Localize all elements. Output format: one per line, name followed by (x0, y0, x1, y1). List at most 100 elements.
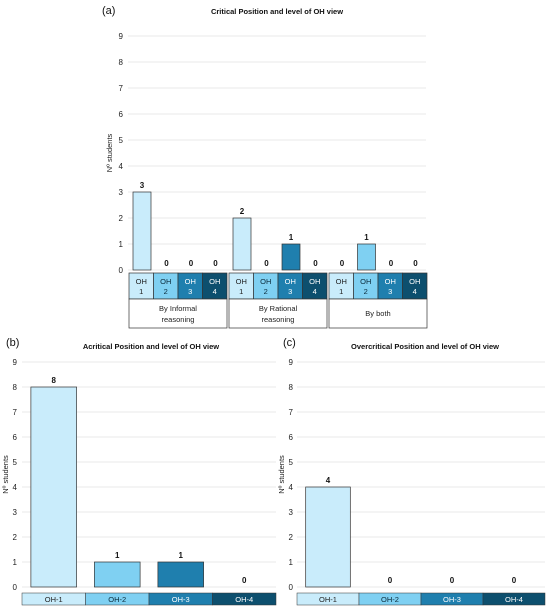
x-tick-label-line: 4 (413, 287, 417, 296)
y-tick-label: 7 (13, 408, 18, 417)
category-cell (153, 272, 179, 300)
data-label: 1 (179, 551, 184, 560)
data-label: 0 (264, 259, 269, 268)
data-label: 1 (115, 551, 120, 560)
group-label-box (228, 298, 328, 329)
y-tick-label: 0 (119, 266, 124, 275)
chart-b: 0 1 2 3 4 5 6 7 8 9 Nº students (b) Acritical Positi… (1, 337, 277, 606)
x-tick-label: OH 1 (336, 277, 347, 296)
x-tick-label-line: OH (236, 277, 247, 286)
category-cell (353, 272, 379, 300)
y-tick-label: 6 (289, 433, 294, 442)
y-axis-label: Nº students (277, 455, 286, 494)
x-tick-label: OH 2 (160, 277, 171, 296)
y-tick-label: 1 (289, 558, 294, 567)
y-tick-label: 3 (289, 508, 294, 517)
bar (157, 561, 204, 588)
x-tick-label: OH 3 (285, 277, 296, 296)
data-label: 0 (388, 576, 393, 585)
x-tick-label-line: OH (360, 277, 371, 286)
category-cell (228, 272, 254, 300)
x-tick-label: OH-3 (172, 595, 190, 604)
panel-letter: (b) (6, 337, 19, 349)
x-tick-label: OH-2 (108, 595, 126, 604)
x-tick-label-line: 4 (313, 287, 317, 296)
category-cell (302, 272, 328, 300)
y-tick-label: 4 (13, 483, 18, 492)
category-cell (277, 272, 303, 300)
panel-letter: (a) (102, 5, 115, 17)
y-tick-label: 5 (119, 136, 124, 145)
x-tick-label-line: 3 (288, 287, 292, 296)
x-tick-label-line: OH (336, 277, 347, 286)
data-label: 0 (164, 259, 169, 268)
bar (357, 243, 376, 271)
x-tick-label-line: OH (309, 277, 320, 286)
bar (94, 561, 141, 588)
x-tick-label-line: OH (185, 277, 196, 286)
data-label: 8 (52, 376, 57, 385)
x-tick-label: OH 3 (385, 277, 396, 296)
category-cell (377, 272, 403, 300)
x-tick-label: OH-3 (443, 595, 461, 604)
x-tick-label: OH 1 (236, 277, 247, 296)
group-label-line: By both (365, 309, 390, 318)
x-tick-label: OH 1 (136, 277, 147, 296)
chart-title: Overcritical Position and level of OH vi… (351, 342, 499, 351)
x-tick-label-line: OH (260, 277, 271, 286)
y-tick-label: 5 (289, 458, 294, 467)
data-label: 0 (213, 259, 218, 268)
data-label: 1 (364, 233, 369, 242)
x-tick-label-line: 3 (388, 287, 392, 296)
y-tick-label: 9 (119, 32, 124, 41)
x-tick-label: OH 4 (309, 277, 320, 296)
x-tick-label: OH 4 (409, 277, 420, 296)
y-tick-label: 5 (13, 458, 18, 467)
chart-c: 0 1 2 3 4 5 6 7 8 9 Nº students (c) Overcritical Pos… (277, 337, 546, 606)
data-label: 3 (140, 181, 145, 190)
y-axis-label: Nº students (105, 133, 114, 172)
x-tick-label: OH 4 (209, 277, 220, 296)
data-label: 0 (450, 576, 455, 585)
x-tick-label: OH-2 (381, 595, 399, 604)
x-tick-label-line: OH (385, 277, 396, 286)
group-label-line: reasoning (162, 315, 195, 324)
x-tick-label: OH 3 (185, 277, 196, 296)
data-label: 0 (340, 259, 345, 268)
group-label-box (328, 298, 428, 329)
category-cell (253, 272, 279, 300)
x-tick-label-line: 2 (164, 287, 168, 296)
y-tick-label: 4 (119, 162, 124, 171)
group-label: By both (365, 309, 390, 318)
bar (305, 486, 351, 588)
group-label: By Rational reasoning (259, 304, 298, 324)
y-tick-label: 3 (119, 188, 124, 197)
x-tick-label-line: 2 (264, 287, 268, 296)
y-tick-label: 7 (289, 408, 294, 417)
x-tick-label: OH 2 (360, 277, 371, 296)
x-tick-label-line: 4 (213, 287, 217, 296)
y-tick-label: 4 (289, 483, 294, 492)
x-tick-label-line: 3 (188, 287, 192, 296)
data-label: 2 (240, 207, 245, 216)
y-tick-label: 1 (13, 558, 18, 567)
x-tick-label-line: 1 (239, 287, 243, 296)
x-tick-label-line: 2 (364, 287, 368, 296)
group-label-line: reasoning (262, 315, 295, 324)
x-tick-label: OH-1 (45, 595, 63, 604)
y-tick-label: 9 (289, 358, 294, 367)
y-tick-label: 8 (119, 58, 124, 67)
data-label: 4 (326, 476, 331, 485)
y-tick-label: 8 (13, 383, 18, 392)
x-tick-label: OH 2 (260, 277, 271, 296)
chart-title: Critical Position and level of OH view (211, 7, 343, 16)
category-cell (482, 592, 546, 606)
data-label: 1 (289, 233, 294, 242)
y-tick-label: 0 (13, 583, 18, 592)
y-tick-label: 9 (13, 358, 18, 367)
data-label: 0 (512, 576, 517, 585)
y-tick-label: 7 (119, 84, 124, 93)
